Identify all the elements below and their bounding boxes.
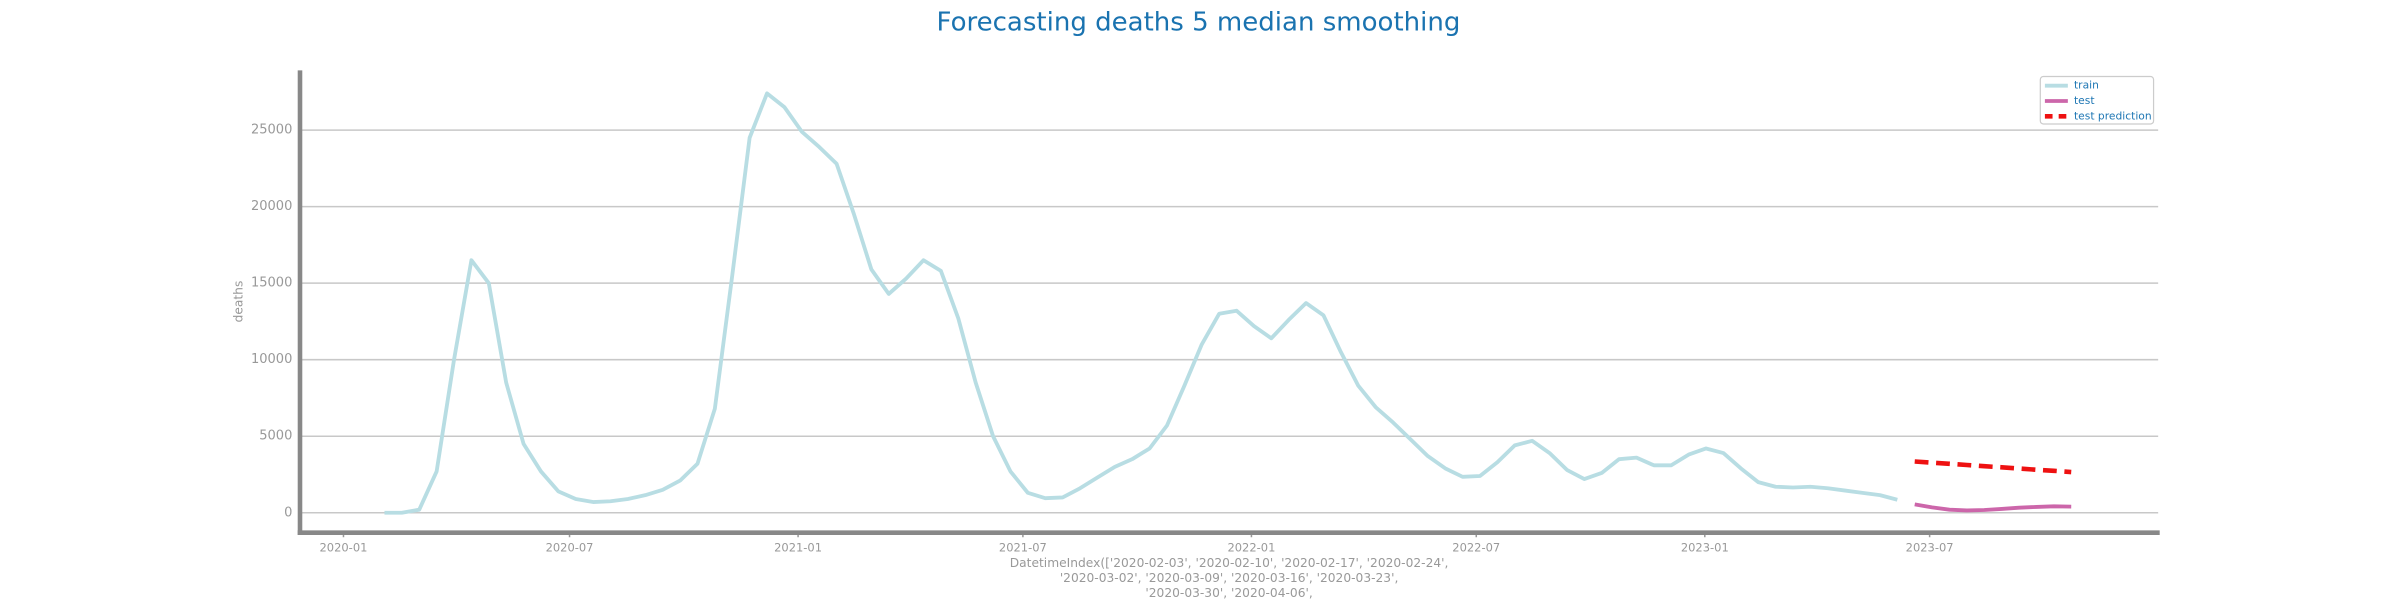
line-series (1914, 502, 2072, 513)
x-tick-label: 2022-07 (1452, 540, 1500, 554)
y-tick-label: 15000 (251, 276, 292, 291)
y-tick-label: 0 (284, 505, 292, 520)
line-series (384, 91, 1898, 515)
y-tick-label: 25000 (251, 123, 292, 138)
y-tick-label: 20000 (251, 199, 292, 214)
legend: train test test prediction (2039, 75, 2155, 125)
legend-label: train (2074, 79, 2099, 92)
legend-box (2039, 75, 2155, 125)
x-tick-label: 2020-07 (546, 540, 594, 554)
x-axis-label: '2020-03-02', '2020-03-09', '2020-03-16'… (1060, 571, 1399, 585)
legend-label: test (2074, 94, 2095, 107)
x-axis-label: '2020-03-30', '2020-04-06', (1145, 586, 1312, 600)
x-tick-label: 2021-01 (774, 540, 822, 554)
x-tick-label: 2021-07 (999, 540, 1047, 554)
line-series (1914, 459, 2072, 475)
y-tick-label: 10000 (251, 352, 292, 367)
x-tick-label: 2023-07 (1906, 540, 1954, 554)
chart-title: Forecasting deaths 5 median smoothing (937, 7, 1461, 37)
y-tick-label: 5000 (259, 429, 292, 444)
x-tick-label: 2023-01 (1681, 540, 1729, 554)
x-tick-label: 2022-01 (1227, 540, 1275, 554)
x-axis-label: DatetimeIndex(['2020-02-03', '2020-02-10… (1010, 556, 1449, 570)
legend-label: test prediction (2074, 109, 2152, 122)
y-axis-label: deaths (231, 281, 245, 323)
x-tick-label: 2020-01 (320, 540, 368, 554)
